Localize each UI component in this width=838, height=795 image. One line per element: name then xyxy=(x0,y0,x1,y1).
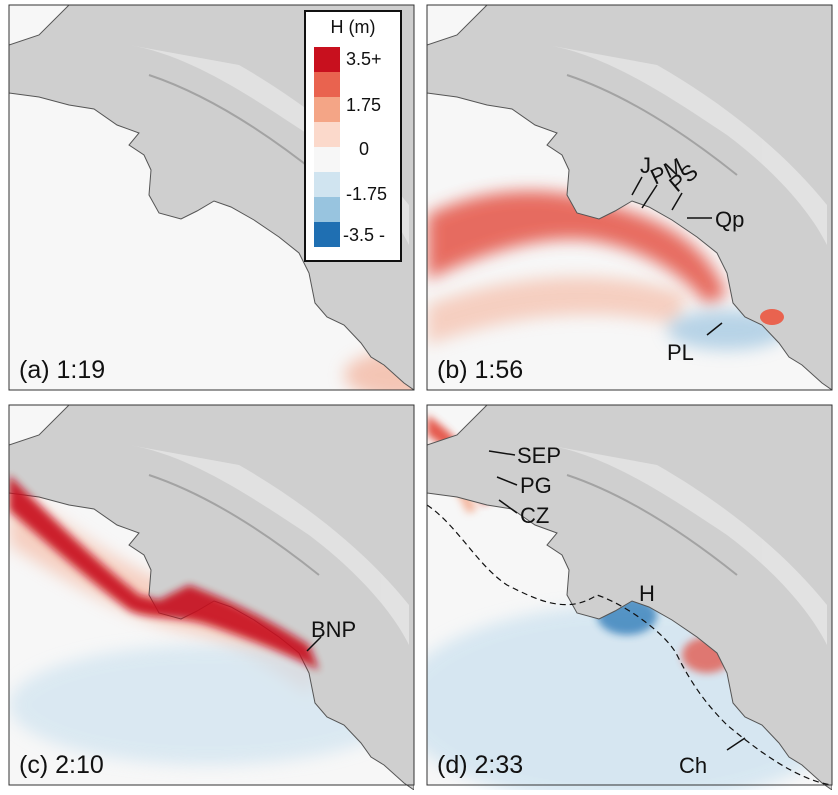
panel-d: (d) 2:33 SEP PG CZ H Ch xyxy=(397,405,838,790)
annotation: Qp xyxy=(715,207,744,232)
legend-label: 3.5+ xyxy=(346,49,382,69)
panel-label: (b) 1:56 xyxy=(437,356,523,384)
figure: (a) 1:19 H (m) 3.5+ 1.75 0 -1.75 -3.5 - … xyxy=(0,0,838,790)
panel-a: (a) 1:19 H (m) 3.5+ 1.75 0 -1.75 -3.5 - xyxy=(9,5,464,400)
legend-label: -3.5 - xyxy=(343,225,385,245)
panel-label: (c) 2:10 xyxy=(19,751,104,779)
legend: H (m) 3.5+ 1.75 0 -1.75 -3.5 - xyxy=(305,11,401,261)
annotation: H xyxy=(639,581,655,606)
panel-label: (d) 2:33 xyxy=(437,751,523,779)
legend-label: -1.75 xyxy=(346,184,387,204)
legend-label: 1.75 xyxy=(346,95,381,115)
annotation: PG xyxy=(520,473,552,498)
legend-title: H (m) xyxy=(331,17,376,37)
panel-c: (c) 2:10 BNP xyxy=(9,405,414,790)
panel-label: (a) 1:19 xyxy=(19,356,105,384)
legend-label: 0 xyxy=(359,139,369,159)
annotation: BNP xyxy=(311,617,356,642)
annotation: Ch xyxy=(679,753,707,778)
annotation: PL xyxy=(667,340,694,365)
panel-b: (b) 1:56 J PM PS Qp PL xyxy=(427,5,832,390)
annotation: CZ xyxy=(520,503,549,528)
annotation: SEP xyxy=(517,443,561,468)
